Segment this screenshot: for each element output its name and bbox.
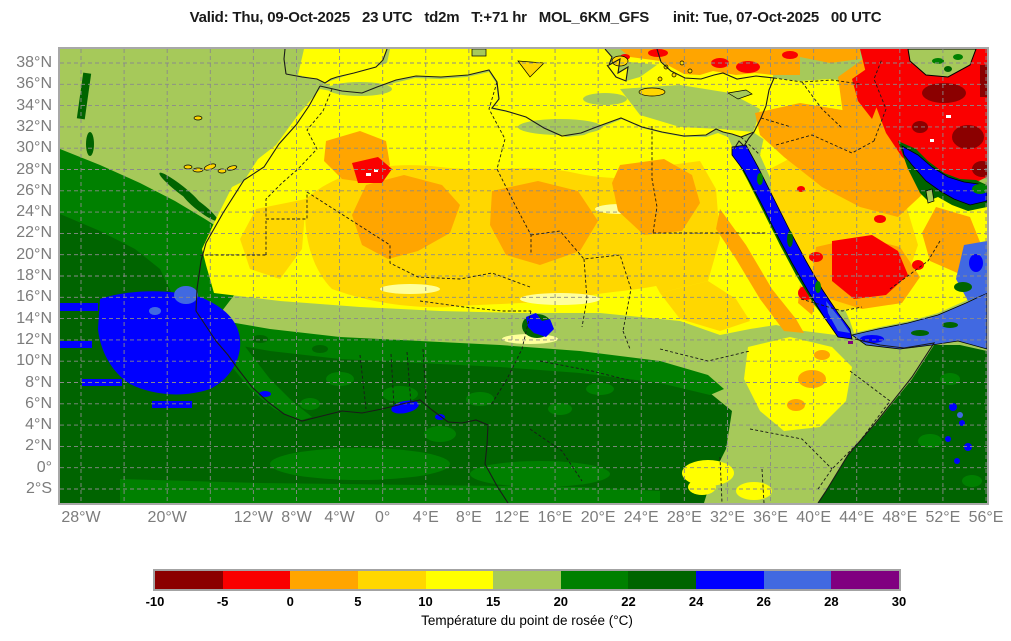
colorbar-cell (763, 571, 832, 589)
colorbar-cell (222, 571, 291, 589)
lon-tick-label: 40°E (796, 509, 832, 526)
lat-tick-label: 6°N (25, 394, 52, 412)
lat-tick-label: 32°N (16, 117, 52, 135)
lat-tick-label: 2°S (26, 480, 52, 497)
lat-tick-label: 16°N (16, 288, 52, 306)
lat-tick-label: 22°N (16, 224, 52, 242)
lon-tick-label: 12°W (233, 509, 274, 526)
lon-tick-label: 20°E (580, 509, 616, 526)
lat-tick-label: 24°N (16, 203, 52, 221)
lat-tick-label: 30°N (16, 139, 52, 157)
graticule (60, 49, 987, 503)
lon-tick-label: 8°E (455, 509, 482, 526)
colorbar-cell (560, 571, 629, 589)
lon-tick-label: 4°W (324, 509, 355, 526)
desert-fills (202, 49, 987, 500)
lon-tick-label: 36°E (753, 509, 788, 526)
lat-tick-label: 2°N (25, 437, 52, 455)
colorbar-tick: -5 (216, 594, 229, 609)
colorbar-caption: Température du point de rosée (°C) (421, 613, 633, 628)
lat-tick-label: 14°N (16, 309, 52, 327)
lat-tick-label: 18°N (16, 267, 52, 284)
coastlines (195, 49, 936, 503)
colorbar-cell (696, 571, 764, 589)
lon-tick-label: 4°E (412, 509, 439, 526)
colorbar-tick: 5 (354, 594, 362, 609)
lat-tick-label: 8°N (25, 373, 52, 391)
lon-tick-label: 56°E (968, 509, 1004, 526)
lat-tick-label: 26°N (16, 181, 52, 199)
islands (183, 49, 753, 174)
colorbar-tick: 28 (824, 594, 839, 609)
lat-tick-label: 10°N (16, 352, 52, 370)
colorbar-tick: 26 (756, 594, 771, 609)
lon-tick-label: 44°E (839, 509, 875, 526)
colorbar-tick: 20 (553, 594, 569, 609)
colorbar-cell (831, 571, 900, 589)
lon-tick-label: 48°E (882, 509, 918, 526)
lon-tick-label: 20°W (147, 509, 187, 526)
lon-tick-label: 52°E (925, 509, 961, 526)
lon-tick-label: 0° (375, 509, 391, 526)
colorbar-tick: 22 (621, 594, 636, 609)
dewpoint-map (60, 49, 987, 503)
lat-tick-label: 28°N (16, 160, 52, 178)
colorbar-tick: 30 (891, 594, 907, 609)
colorbar-tick: 24 (688, 594, 704, 609)
lat-tick-label: 34°N (16, 96, 52, 114)
colorbar-cell (493, 571, 561, 589)
lon-tick-label: 28°E (666, 509, 702, 526)
map-title: Valid: Thu, 09-Oct-2025 23 UTC td2m T:+7… (189, 9, 882, 26)
colorbar-cell (155, 571, 223, 589)
lat-tick-label: 38°N (16, 54, 52, 71)
colorbar-tick: -10 (145, 594, 165, 609)
lon-tick-label: 8°W (281, 509, 312, 526)
colorbar-legend (153, 569, 901, 591)
lon-tick-label: 12°E (494, 509, 530, 526)
map-frame (58, 47, 989, 505)
lat-tick-label: 0° (36, 458, 52, 476)
lat-tick-label: 4°N (25, 416, 52, 434)
lat-tick-label: 20°N (16, 245, 52, 263)
water-body-fills (60, 49, 987, 464)
lon-tick-label: 16°E (537, 509, 573, 526)
colorbar-tick: 15 (485, 594, 501, 609)
lon-tick-label: 28°W (61, 509, 101, 526)
lon-tick-label: 24°E (623, 509, 659, 526)
colorbar-tick: 0 (286, 594, 294, 609)
lat-tick-label: 12°N (16, 330, 52, 348)
colorbar-cell (290, 571, 358, 589)
colorbar-cell (357, 571, 426, 589)
lon-tick-label: 32°E (710, 509, 745, 526)
country-borders (200, 58, 941, 503)
colorbar-cell (425, 571, 494, 589)
lat-tick-label: 36°N (16, 75, 52, 93)
colorbar-tick: 10 (418, 594, 433, 609)
colorbar-cell (628, 571, 697, 589)
